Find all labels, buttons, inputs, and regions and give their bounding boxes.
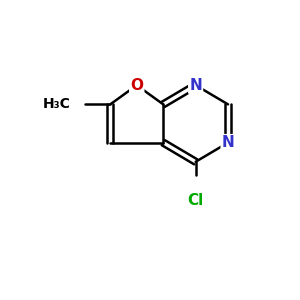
Text: N: N bbox=[189, 78, 202, 93]
Text: N: N bbox=[222, 135, 234, 150]
Text: O: O bbox=[130, 78, 143, 93]
Text: H₃C: H₃C bbox=[43, 98, 70, 111]
Text: Cl: Cl bbox=[188, 193, 204, 208]
